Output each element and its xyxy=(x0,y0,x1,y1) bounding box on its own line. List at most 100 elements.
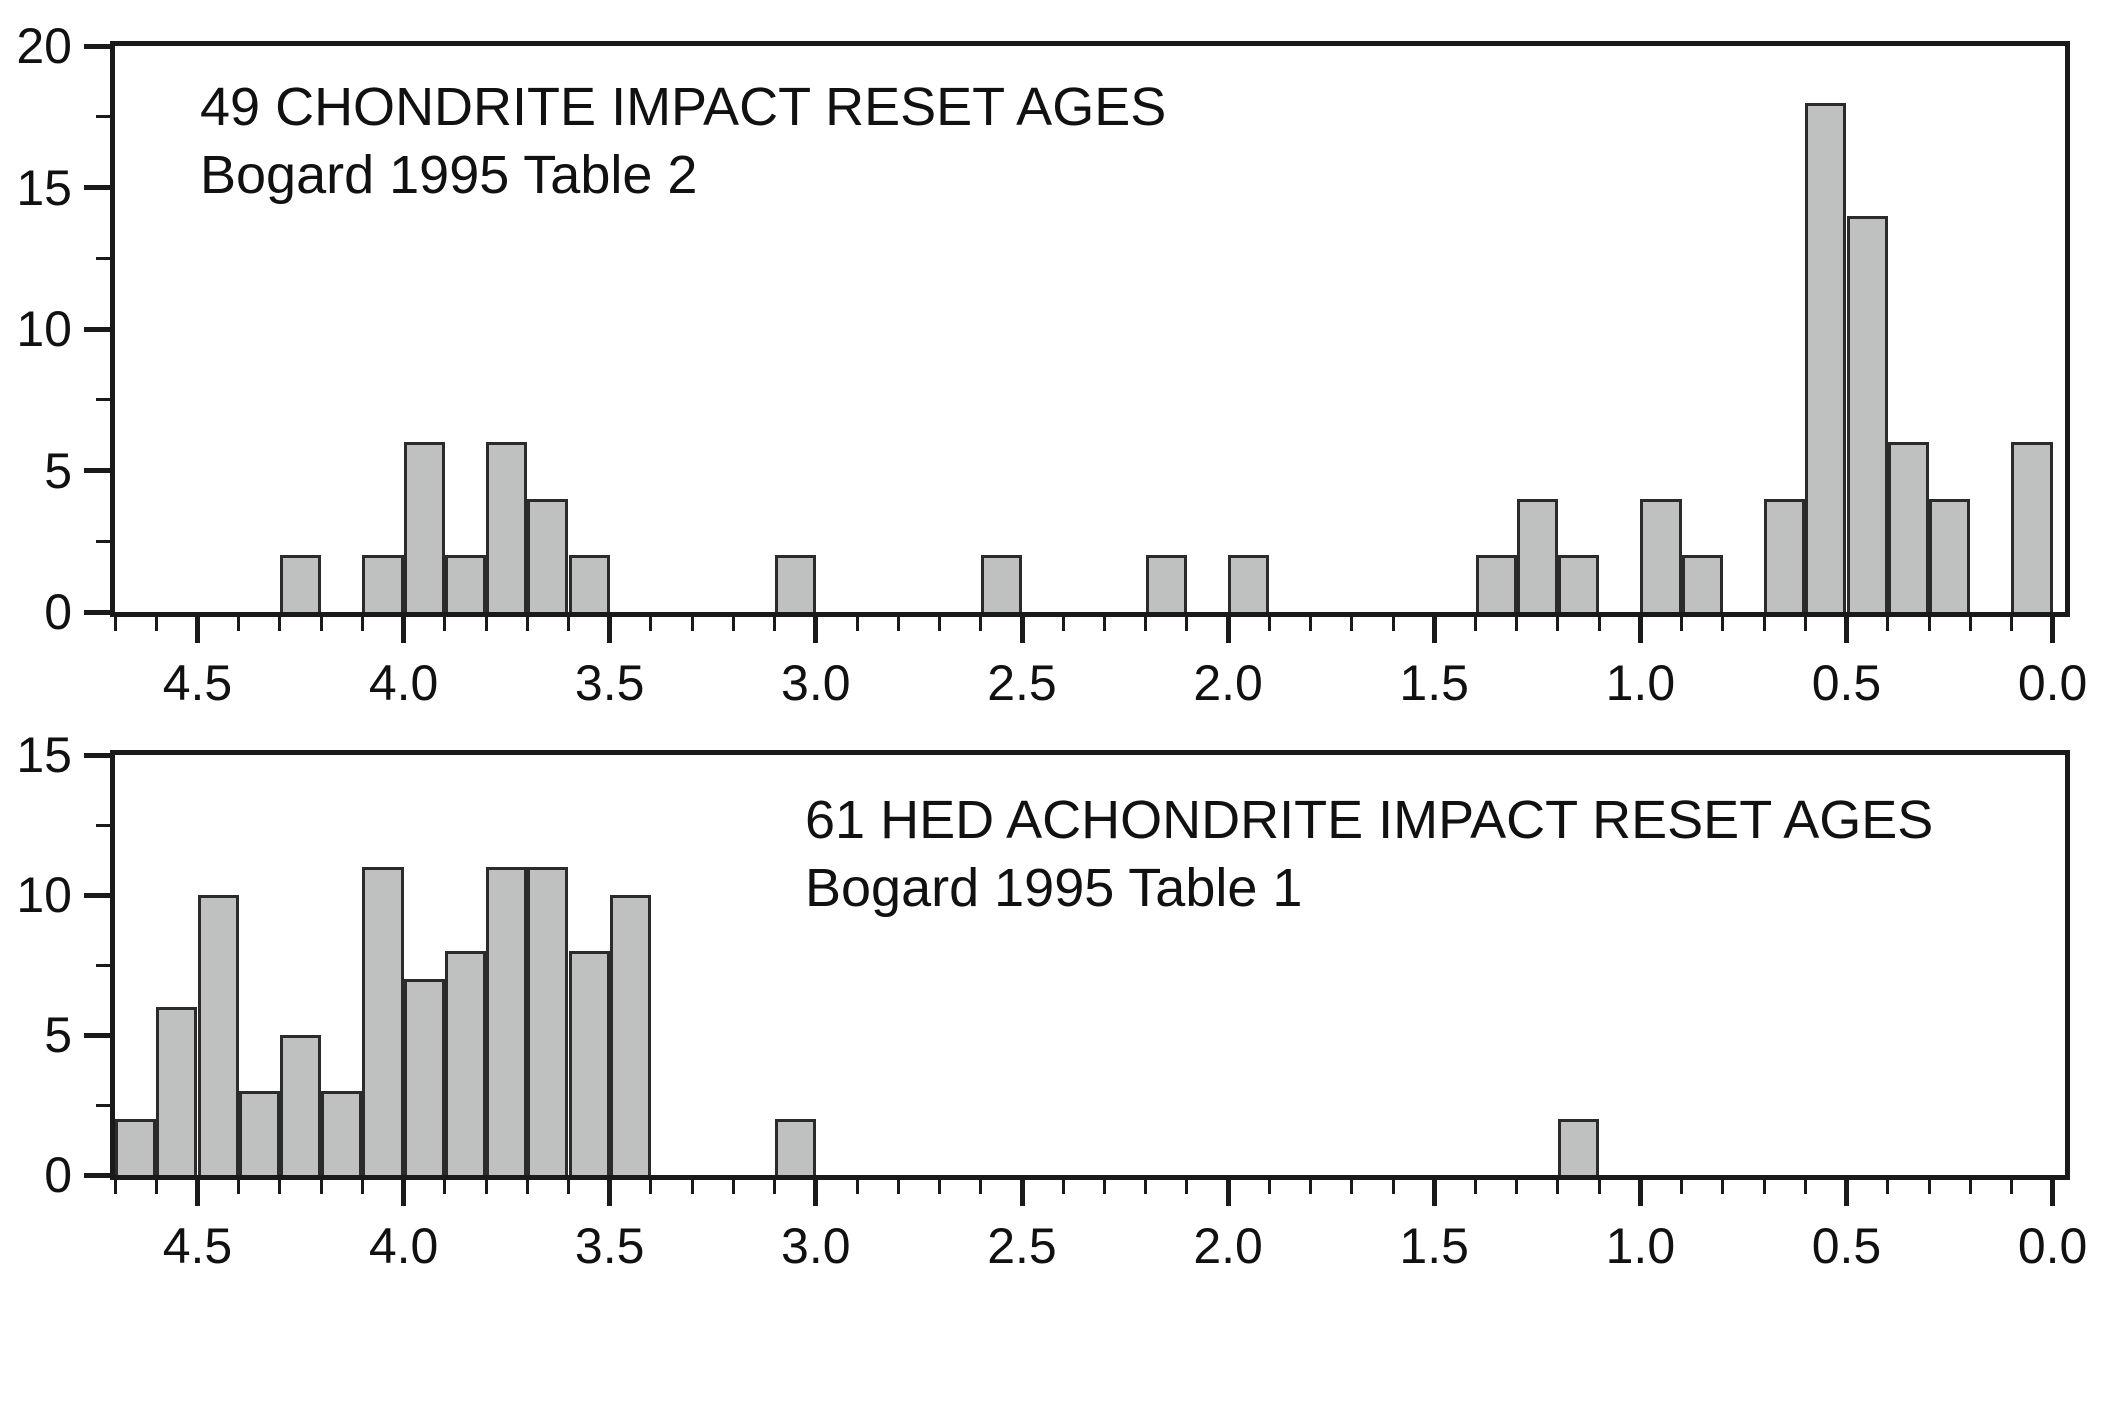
chart-title: 49 CHONDRITE IMPACT RESET AGES xyxy=(200,77,1167,137)
histogram-bar xyxy=(1640,498,1682,612)
y-major-tick xyxy=(84,43,110,49)
x-minor-tick xyxy=(1803,1180,1807,1194)
x-minor-tick xyxy=(1474,617,1477,631)
x-major-tick xyxy=(401,617,407,643)
x-minor-tick xyxy=(1886,617,1890,631)
x-minor-tick xyxy=(1927,1180,1931,1194)
x-minor-tick xyxy=(896,1180,900,1194)
histogram-bar xyxy=(1764,498,1806,612)
y-minor-tick xyxy=(96,823,110,827)
histogram-bar xyxy=(774,555,816,612)
histogram-bar xyxy=(527,498,569,612)
y-major-tick xyxy=(84,1172,110,1178)
histogram-bar xyxy=(1145,555,1187,612)
histogram-bar xyxy=(238,1091,280,1175)
histogram-bar xyxy=(403,442,445,612)
x-tick-label: 2.5 xyxy=(987,655,1057,711)
x-tick-label: 3.0 xyxy=(781,1218,851,1274)
x-minor-tick xyxy=(690,617,694,631)
histogram-bar xyxy=(1805,102,1847,612)
x-minor-tick xyxy=(773,1180,777,1194)
y-tick-label: 0 xyxy=(44,1147,72,1203)
x-tick-label: 4.5 xyxy=(162,655,233,711)
y-tick-label: 10 xyxy=(16,301,72,357)
y-tick-label: 15 xyxy=(16,159,72,216)
y-tick-label: 10 xyxy=(16,867,72,923)
x-minor-tick xyxy=(525,617,529,631)
x-minor-tick xyxy=(360,617,364,631)
x-tick-label: 4.0 xyxy=(368,1218,439,1274)
x-minor-tick xyxy=(855,1180,859,1194)
x-minor-tick xyxy=(1597,617,1601,631)
histogram-bar xyxy=(1681,555,1723,612)
x-minor-tick xyxy=(484,1180,488,1194)
y-major-tick xyxy=(84,609,110,615)
x-tick-label: 2.5 xyxy=(987,1218,1057,1274)
x-minor-tick xyxy=(1474,1180,1477,1194)
x-major-tick xyxy=(2050,617,2056,643)
x-minor-tick xyxy=(1391,617,1395,631)
histogram-bar xyxy=(279,555,322,612)
x-minor-tick xyxy=(443,617,447,631)
x-minor-tick xyxy=(1144,1180,1148,1194)
x-tick-label: 4.0 xyxy=(368,655,439,711)
histogram-bar xyxy=(1516,498,1558,612)
histogram-bar xyxy=(486,442,528,612)
x-minor-tick xyxy=(1680,617,1684,631)
chart-subtitle: Bogard 1995 Table 1 xyxy=(805,858,1303,918)
x-minor-tick xyxy=(938,617,941,631)
x-minor-tick xyxy=(690,1180,694,1194)
x-minor-tick xyxy=(278,1180,282,1194)
x-major-tick xyxy=(1019,617,1025,643)
x-minor-tick xyxy=(1597,1180,1601,1194)
x-minor-tick xyxy=(1556,1180,1560,1194)
hed-achondrite-histogram-plot: 61 HED ACHONDRITE IMPACT RESET AGES Boga… xyxy=(16,727,2087,1274)
x-minor-tick xyxy=(154,1180,158,1194)
histogram-bar xyxy=(1846,215,1888,612)
x-tick-label: 2.0 xyxy=(1193,655,1263,711)
x-minor-tick xyxy=(855,617,859,631)
y-tick-label: 5 xyxy=(44,442,72,499)
x-minor-tick xyxy=(649,617,653,631)
y-tick-label: 5 xyxy=(44,1007,72,1063)
histogram-bar xyxy=(403,979,445,1175)
x-minor-tick xyxy=(731,617,735,631)
x-minor-tick xyxy=(1762,617,1766,631)
x-minor-tick xyxy=(278,617,282,631)
x-minor-tick xyxy=(1927,617,1931,631)
x-major-tick xyxy=(1637,617,1643,643)
x-minor-tick xyxy=(979,617,983,631)
x-minor-tick xyxy=(1886,1180,1890,1194)
x-major-tick xyxy=(1431,617,1437,643)
x-tick-label: 1.0 xyxy=(1605,1218,1676,1274)
x-minor-tick xyxy=(1968,617,1972,631)
x-minor-tick xyxy=(1680,1180,1684,1194)
x-minor-tick xyxy=(1267,1180,1271,1194)
chart-title: 61 HED ACHONDRITE IMPACT RESET AGES xyxy=(805,790,1934,850)
x-minor-tick xyxy=(938,1180,941,1194)
histogram-bar xyxy=(2011,442,2053,612)
x-tick-label: 0.5 xyxy=(1811,1218,1882,1274)
x-minor-tick xyxy=(1061,1180,1065,1194)
chart-subtitle: Bogard 1995 Table 2 xyxy=(200,145,698,205)
y-major-tick xyxy=(84,892,110,898)
x-minor-tick xyxy=(1185,617,1189,631)
x-major-tick xyxy=(1019,1180,1025,1206)
x-major-tick xyxy=(195,1180,200,1206)
x-minor-tick xyxy=(443,1180,447,1194)
x-major-tick xyxy=(1431,1180,1437,1206)
x-minor-tick xyxy=(1515,1180,1519,1194)
x-minor-tick xyxy=(1350,1180,1354,1194)
y-tick-label: 20 xyxy=(16,18,72,74)
histogram-bar xyxy=(197,895,239,1175)
x-tick-label: 3.5 xyxy=(574,1218,645,1274)
y-major-tick xyxy=(84,468,110,473)
x-minor-tick xyxy=(1762,1180,1766,1194)
chondrite-histogram-plot: 49 CHONDRITE IMPACT RESET AGES Bogard 19… xyxy=(16,18,2087,711)
x-tick-label: 3.5 xyxy=(574,655,645,711)
histogram-bar xyxy=(1228,555,1270,612)
x-minor-tick xyxy=(113,1180,117,1194)
x-major-tick xyxy=(401,1180,407,1206)
histogram-bar xyxy=(1887,442,1929,612)
